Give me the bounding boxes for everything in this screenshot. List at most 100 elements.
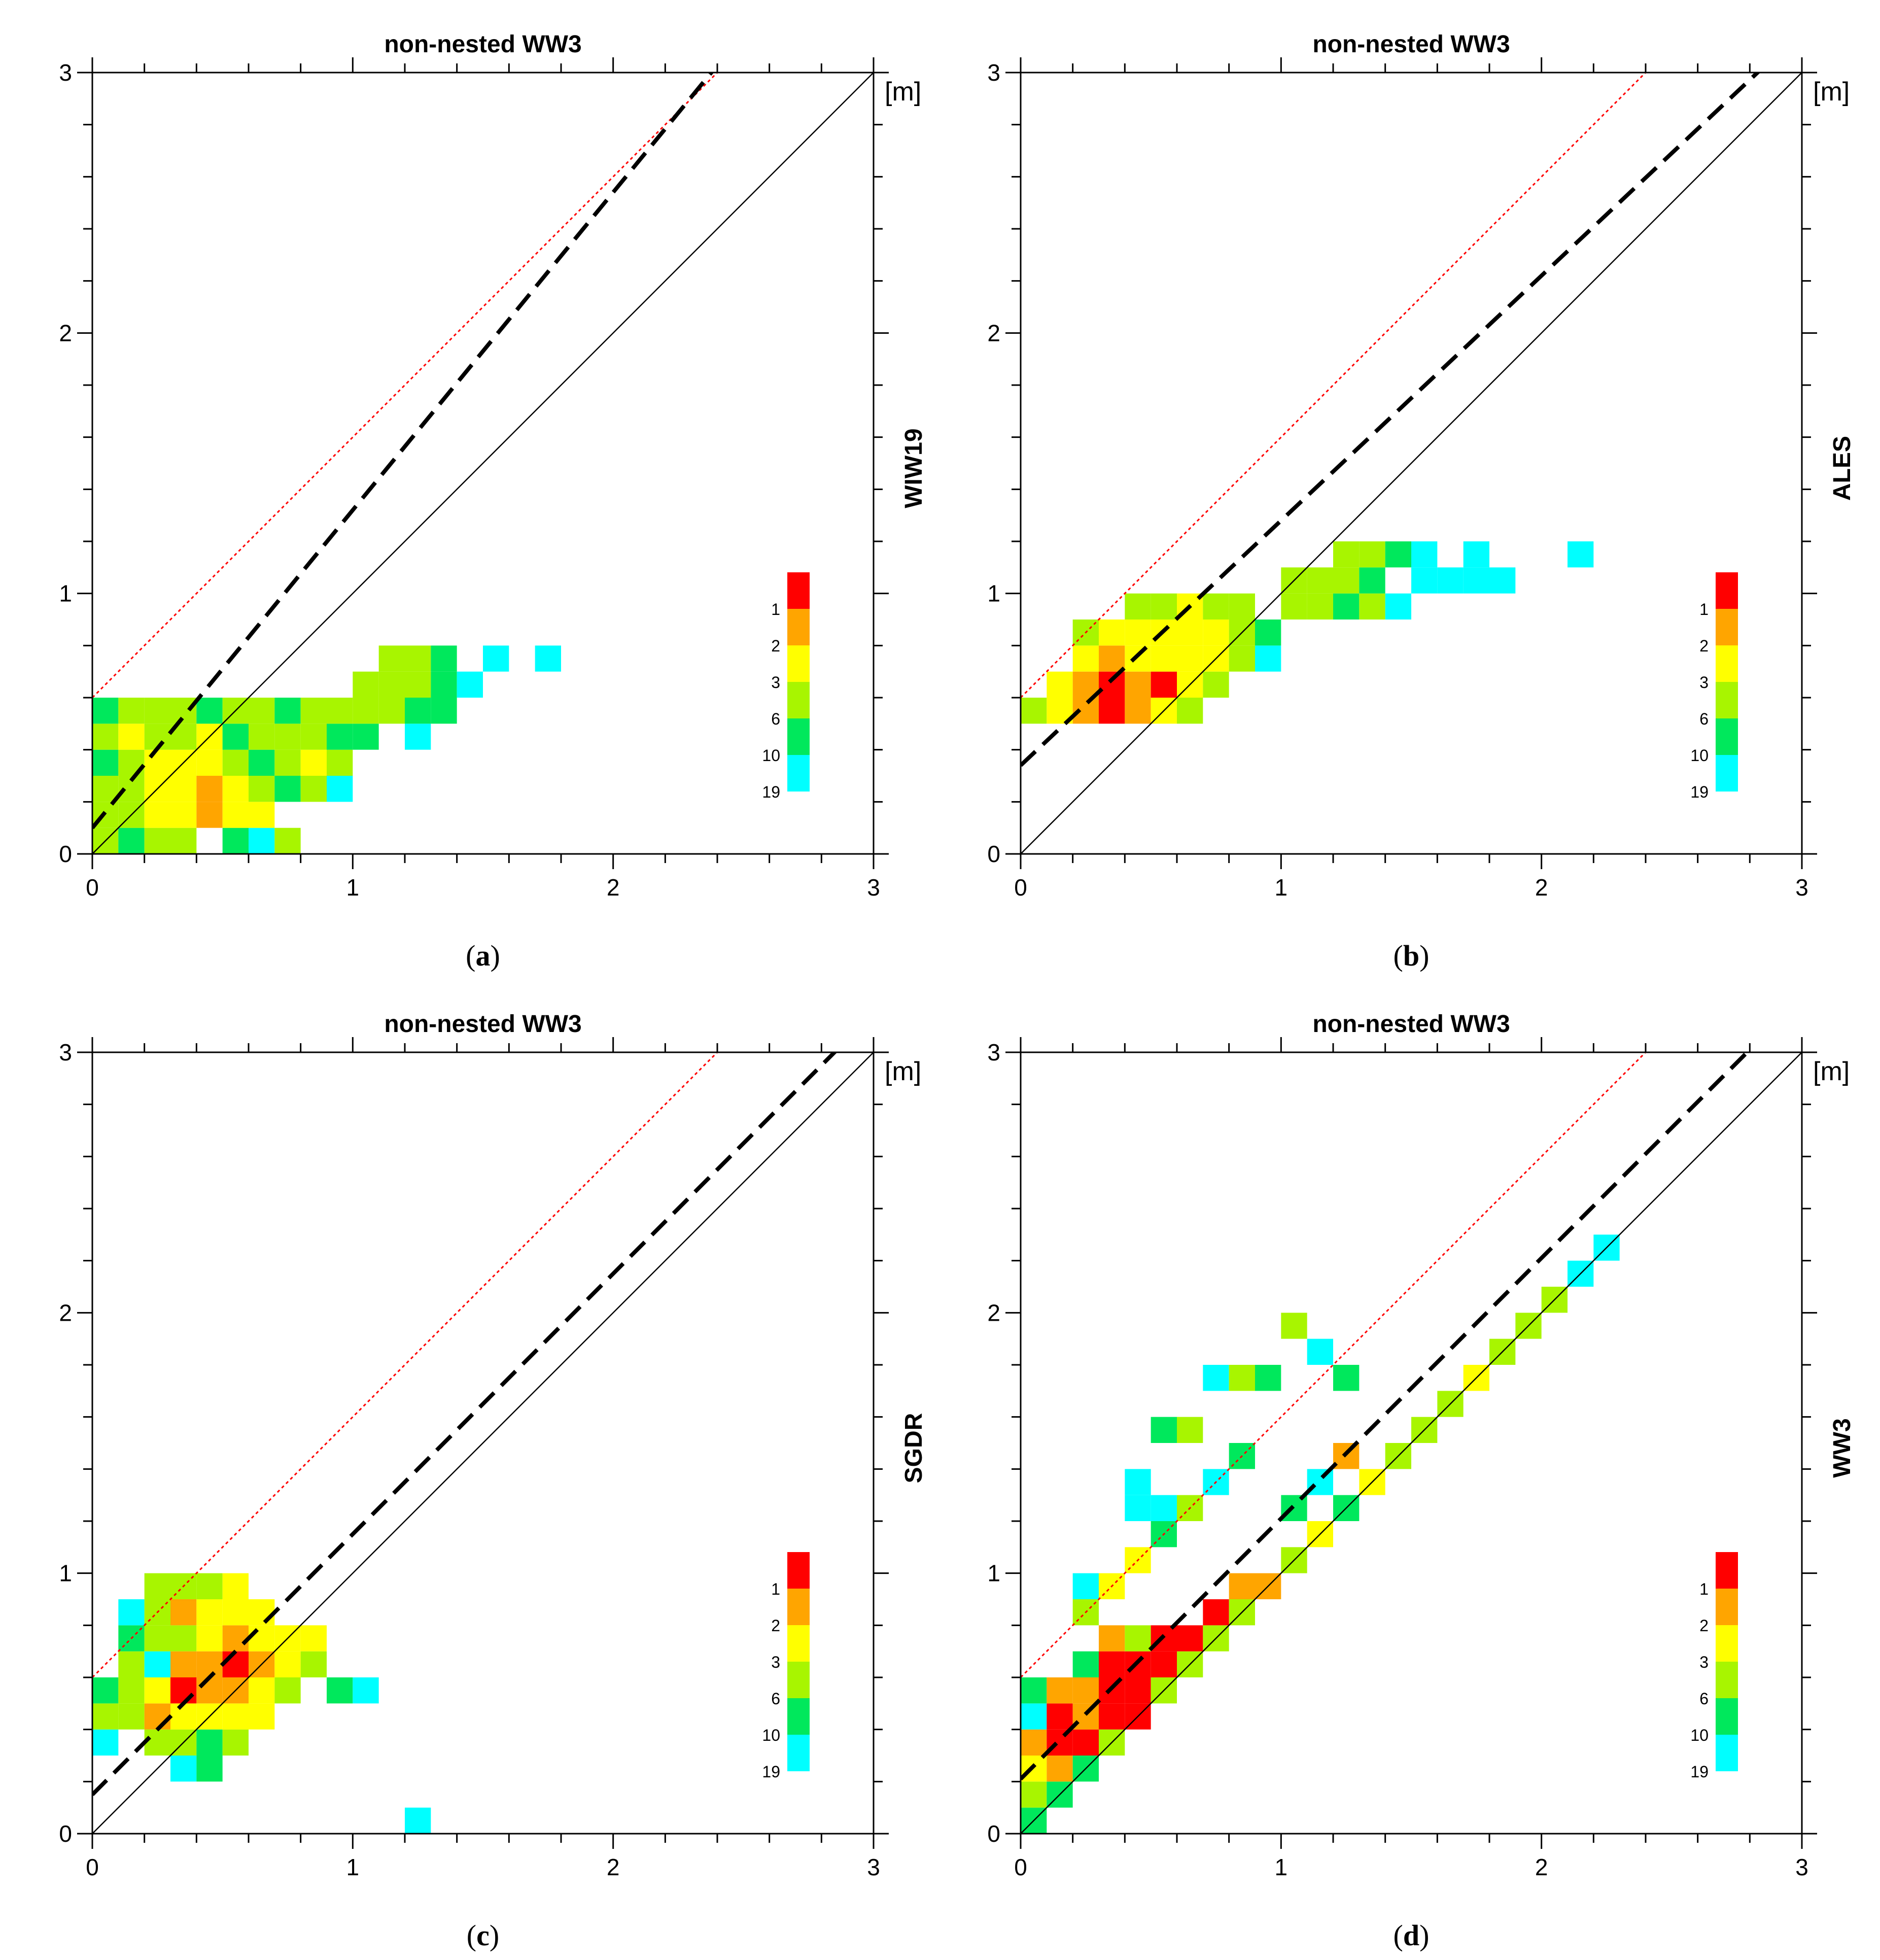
heatmap-cell bbox=[1437, 567, 1464, 594]
heatmap-cell bbox=[1125, 671, 1151, 698]
heatmap-cell bbox=[1047, 671, 1073, 698]
heatmap-cell bbox=[92, 698, 119, 724]
colorbar-swatch bbox=[1716, 1735, 1738, 1771]
y-tick-label: 2 bbox=[59, 1299, 72, 1326]
plot-frame bbox=[1020, 1051, 1803, 1835]
heatmap-cell bbox=[1021, 1703, 1047, 1730]
chart-panel-b: 0 1 2 3 0 1 2 3 non-nested WW3 [m] ALES 1 2 3 6 10 19 (b) bbox=[987, 31, 1856, 972]
heatmap-cell bbox=[274, 749, 301, 776]
regression-dashed-line bbox=[92, 1052, 838, 1796]
y-axis-label: WIW19 bbox=[900, 428, 927, 508]
heatmap-cell bbox=[1255, 645, 1281, 672]
colorbar: 1 2 3 6 10 19 bbox=[1690, 1552, 1738, 1781]
heatmap-cell bbox=[144, 828, 170, 854]
y-tick-label: 1 bbox=[987, 580, 1000, 607]
heatmap-cell bbox=[196, 802, 223, 828]
colorbar-label: 1 bbox=[771, 1580, 780, 1598]
colorbar-swatch bbox=[787, 755, 810, 792]
heatmap-cell bbox=[196, 1573, 223, 1599]
heatmap-cell bbox=[1255, 620, 1281, 646]
heatmap-cell bbox=[1072, 1729, 1099, 1756]
heatmap-cell bbox=[1333, 593, 1360, 620]
heatmap-cell bbox=[1229, 1365, 1255, 1391]
y-tick-label: 3 bbox=[987, 59, 1000, 86]
colorbar-label: 19 bbox=[1690, 1763, 1709, 1781]
heatmap-cell bbox=[1151, 1417, 1177, 1443]
colorbar-swatch bbox=[787, 1625, 810, 1662]
heatmap-cell bbox=[249, 1599, 275, 1626]
heatmap-cell bbox=[300, 1625, 327, 1652]
colorbar-label: 2 bbox=[1699, 1617, 1709, 1635]
identity-line bbox=[1021, 1052, 1802, 1834]
heatmap-cell bbox=[274, 724, 301, 750]
heatmap-cell bbox=[92, 1677, 119, 1704]
heatmap-cell bbox=[222, 724, 249, 750]
colorbar-label: 19 bbox=[762, 1763, 780, 1781]
heatmap-cell bbox=[1255, 1365, 1281, 1391]
heatmap-cell bbox=[1359, 567, 1385, 594]
colorbar-swatch bbox=[787, 1698, 810, 1735]
heatmap-cell bbox=[1568, 541, 1594, 568]
x-tick-label: 3 bbox=[867, 874, 880, 901]
colorbar-swatch bbox=[1716, 1552, 1738, 1589]
colorbar-label: 2 bbox=[771, 637, 780, 655]
heatmap-cell bbox=[196, 749, 223, 776]
colorbar-label: 1 bbox=[1699, 600, 1709, 618]
heatmap-cell bbox=[249, 1703, 275, 1730]
heatmap-cell bbox=[1125, 593, 1151, 620]
colorbar-label: 3 bbox=[771, 1653, 780, 1671]
x-tick-label: 0 bbox=[86, 1854, 99, 1880]
x-tick-label: 0 bbox=[1014, 1854, 1027, 1880]
x-tick-label: 2 bbox=[607, 1854, 620, 1880]
y-tick-label: 2 bbox=[987, 320, 1000, 346]
heatmap-cell bbox=[92, 724, 119, 750]
panel-label: (b) bbox=[1394, 939, 1430, 972]
heatmap-cell bbox=[300, 749, 327, 776]
heatmap-cell bbox=[1099, 645, 1125, 672]
heatmap-cell bbox=[249, 724, 275, 750]
heatmap-cell bbox=[222, 1729, 249, 1756]
heatmap-cell bbox=[1203, 671, 1229, 698]
heatmap-cell bbox=[118, 1703, 145, 1730]
colorbar-label: 6 bbox=[1699, 710, 1709, 728]
heatmap-cell bbox=[327, 749, 353, 776]
heatmap-cell bbox=[353, 1677, 379, 1704]
heatmap-cell bbox=[1359, 541, 1385, 568]
heatmap-cell bbox=[1151, 593, 1177, 620]
heatmap-cell bbox=[1307, 567, 1333, 594]
heatmap-cell bbox=[1151, 1495, 1177, 1521]
plot-frame bbox=[1020, 72, 1803, 855]
colorbar-label: 3 bbox=[771, 673, 780, 692]
colorbar-swatch bbox=[1716, 1662, 1738, 1698]
heatmap-cell bbox=[222, 776, 249, 802]
heatmap-cell bbox=[1125, 698, 1151, 724]
heatmap-cell bbox=[1229, 645, 1255, 672]
x-tick-label: 1 bbox=[346, 1854, 360, 1880]
heatmap-cell bbox=[222, 1625, 249, 1652]
heatmap-cell bbox=[144, 802, 170, 828]
panel-label: (c) bbox=[467, 1919, 499, 1952]
heatmap-cell bbox=[1125, 1469, 1151, 1495]
chart-title: non-nested WW3 bbox=[384, 31, 581, 58]
heatmap-cell bbox=[431, 698, 457, 724]
heatmap-cell bbox=[1359, 593, 1385, 620]
regression-dashed-line bbox=[92, 73, 714, 830]
heatmap-cell bbox=[1177, 1417, 1203, 1443]
heatmap-cell bbox=[144, 749, 170, 776]
heatmap-cell bbox=[300, 698, 327, 724]
heatmap-cell bbox=[1203, 1599, 1229, 1626]
heatmap-cell bbox=[1099, 1703, 1125, 1730]
heatmap-cell bbox=[1411, 567, 1438, 594]
reference-dotted-line bbox=[92, 1052, 719, 1678]
heatmap-cell bbox=[1151, 671, 1177, 698]
colorbar-label: 19 bbox=[1690, 783, 1709, 801]
heatmap-cell bbox=[1125, 620, 1151, 646]
heatmap-cell bbox=[92, 1729, 119, 1756]
plot-frame bbox=[91, 1051, 875, 1835]
colorbar-swatch bbox=[787, 609, 810, 645]
heatmap-cell bbox=[1177, 645, 1203, 672]
heatmap-cell bbox=[144, 1677, 170, 1704]
unit-label: [m] bbox=[1813, 1057, 1850, 1086]
heatmap-cell bbox=[1072, 1677, 1099, 1704]
heatmap-cell bbox=[1333, 567, 1360, 594]
